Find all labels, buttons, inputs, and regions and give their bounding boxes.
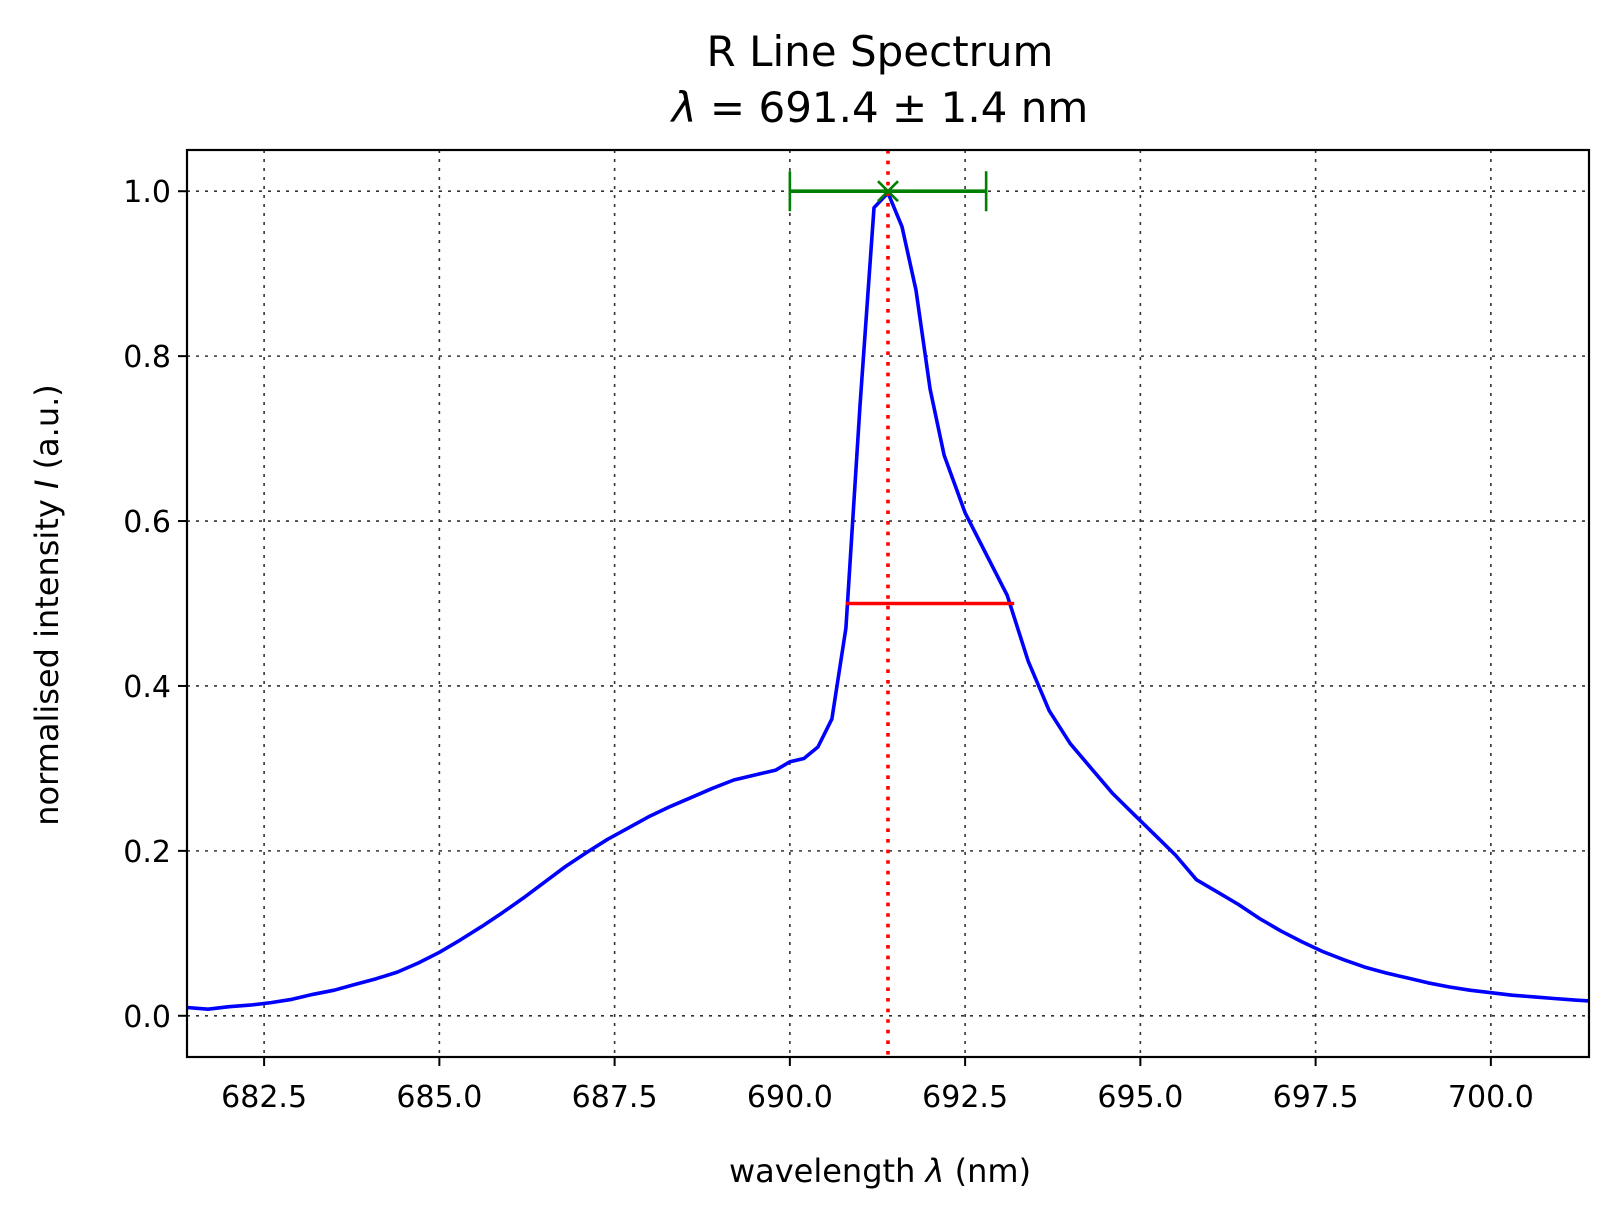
plot-frame: [185, 148, 1591, 1059]
chart-title: R Line Spectrum: [707, 27, 1054, 76]
x-axis-label-prefix: wavelength: [729, 1152, 926, 1190]
x-tick-label: 695.0: [1097, 1080, 1183, 1115]
y-axis-label-symbol: I: [28, 480, 66, 489]
y-tick-label: 0.8: [123, 340, 171, 375]
y-axis-label-prefix: normalised intensity: [28, 489, 66, 826]
peak-marker-stroke-b: [877, 180, 899, 203]
x-tick-label: 685.0: [396, 1080, 482, 1115]
plot-marks: [186, 150, 1590, 1057]
y-axis-label: normalised intensity I (a.u.): [28, 384, 66, 826]
spectrum-line: [186, 191, 1590, 1012]
y-tick-label: 1.0: [123, 175, 171, 210]
x-tick-label: 700.0: [1448, 1080, 1534, 1115]
subtitle-lambda-symbol: λ: [670, 83, 697, 132]
x-axis-label-symbol: λ: [924, 1152, 945, 1190]
x-tick-label: 687.5: [572, 1080, 658, 1115]
x-tick-label: 692.5: [922, 1080, 1008, 1115]
subtitle-value: = 691.4 ± 1.4 nm: [697, 83, 1089, 132]
x-axis-label: wavelength λ (nm): [729, 1152, 1031, 1190]
y-tick-label: 0.0: [123, 1000, 171, 1035]
x-tick-label: 697.5: [1273, 1080, 1359, 1115]
ticks: 682.5 685.0 687.5 690.0 692.5 695.0 697.5 700.0…: [123, 175, 1534, 1115]
chart-subtitle: λ = 691.4 ± 1.4 nm: [670, 83, 1089, 132]
x-axis-label-suffix: (nm): [944, 1152, 1031, 1190]
x-tick-label: 690.0: [747, 1080, 833, 1115]
y-axis-label-suffix: (a.u.): [28, 384, 66, 479]
y-tick-label: 0.6: [123, 505, 171, 540]
x-tick-label: 682.5: [221, 1080, 307, 1115]
y-tick-label: 0.2: [123, 835, 171, 870]
y-tick-label: 0.4: [123, 670, 171, 705]
